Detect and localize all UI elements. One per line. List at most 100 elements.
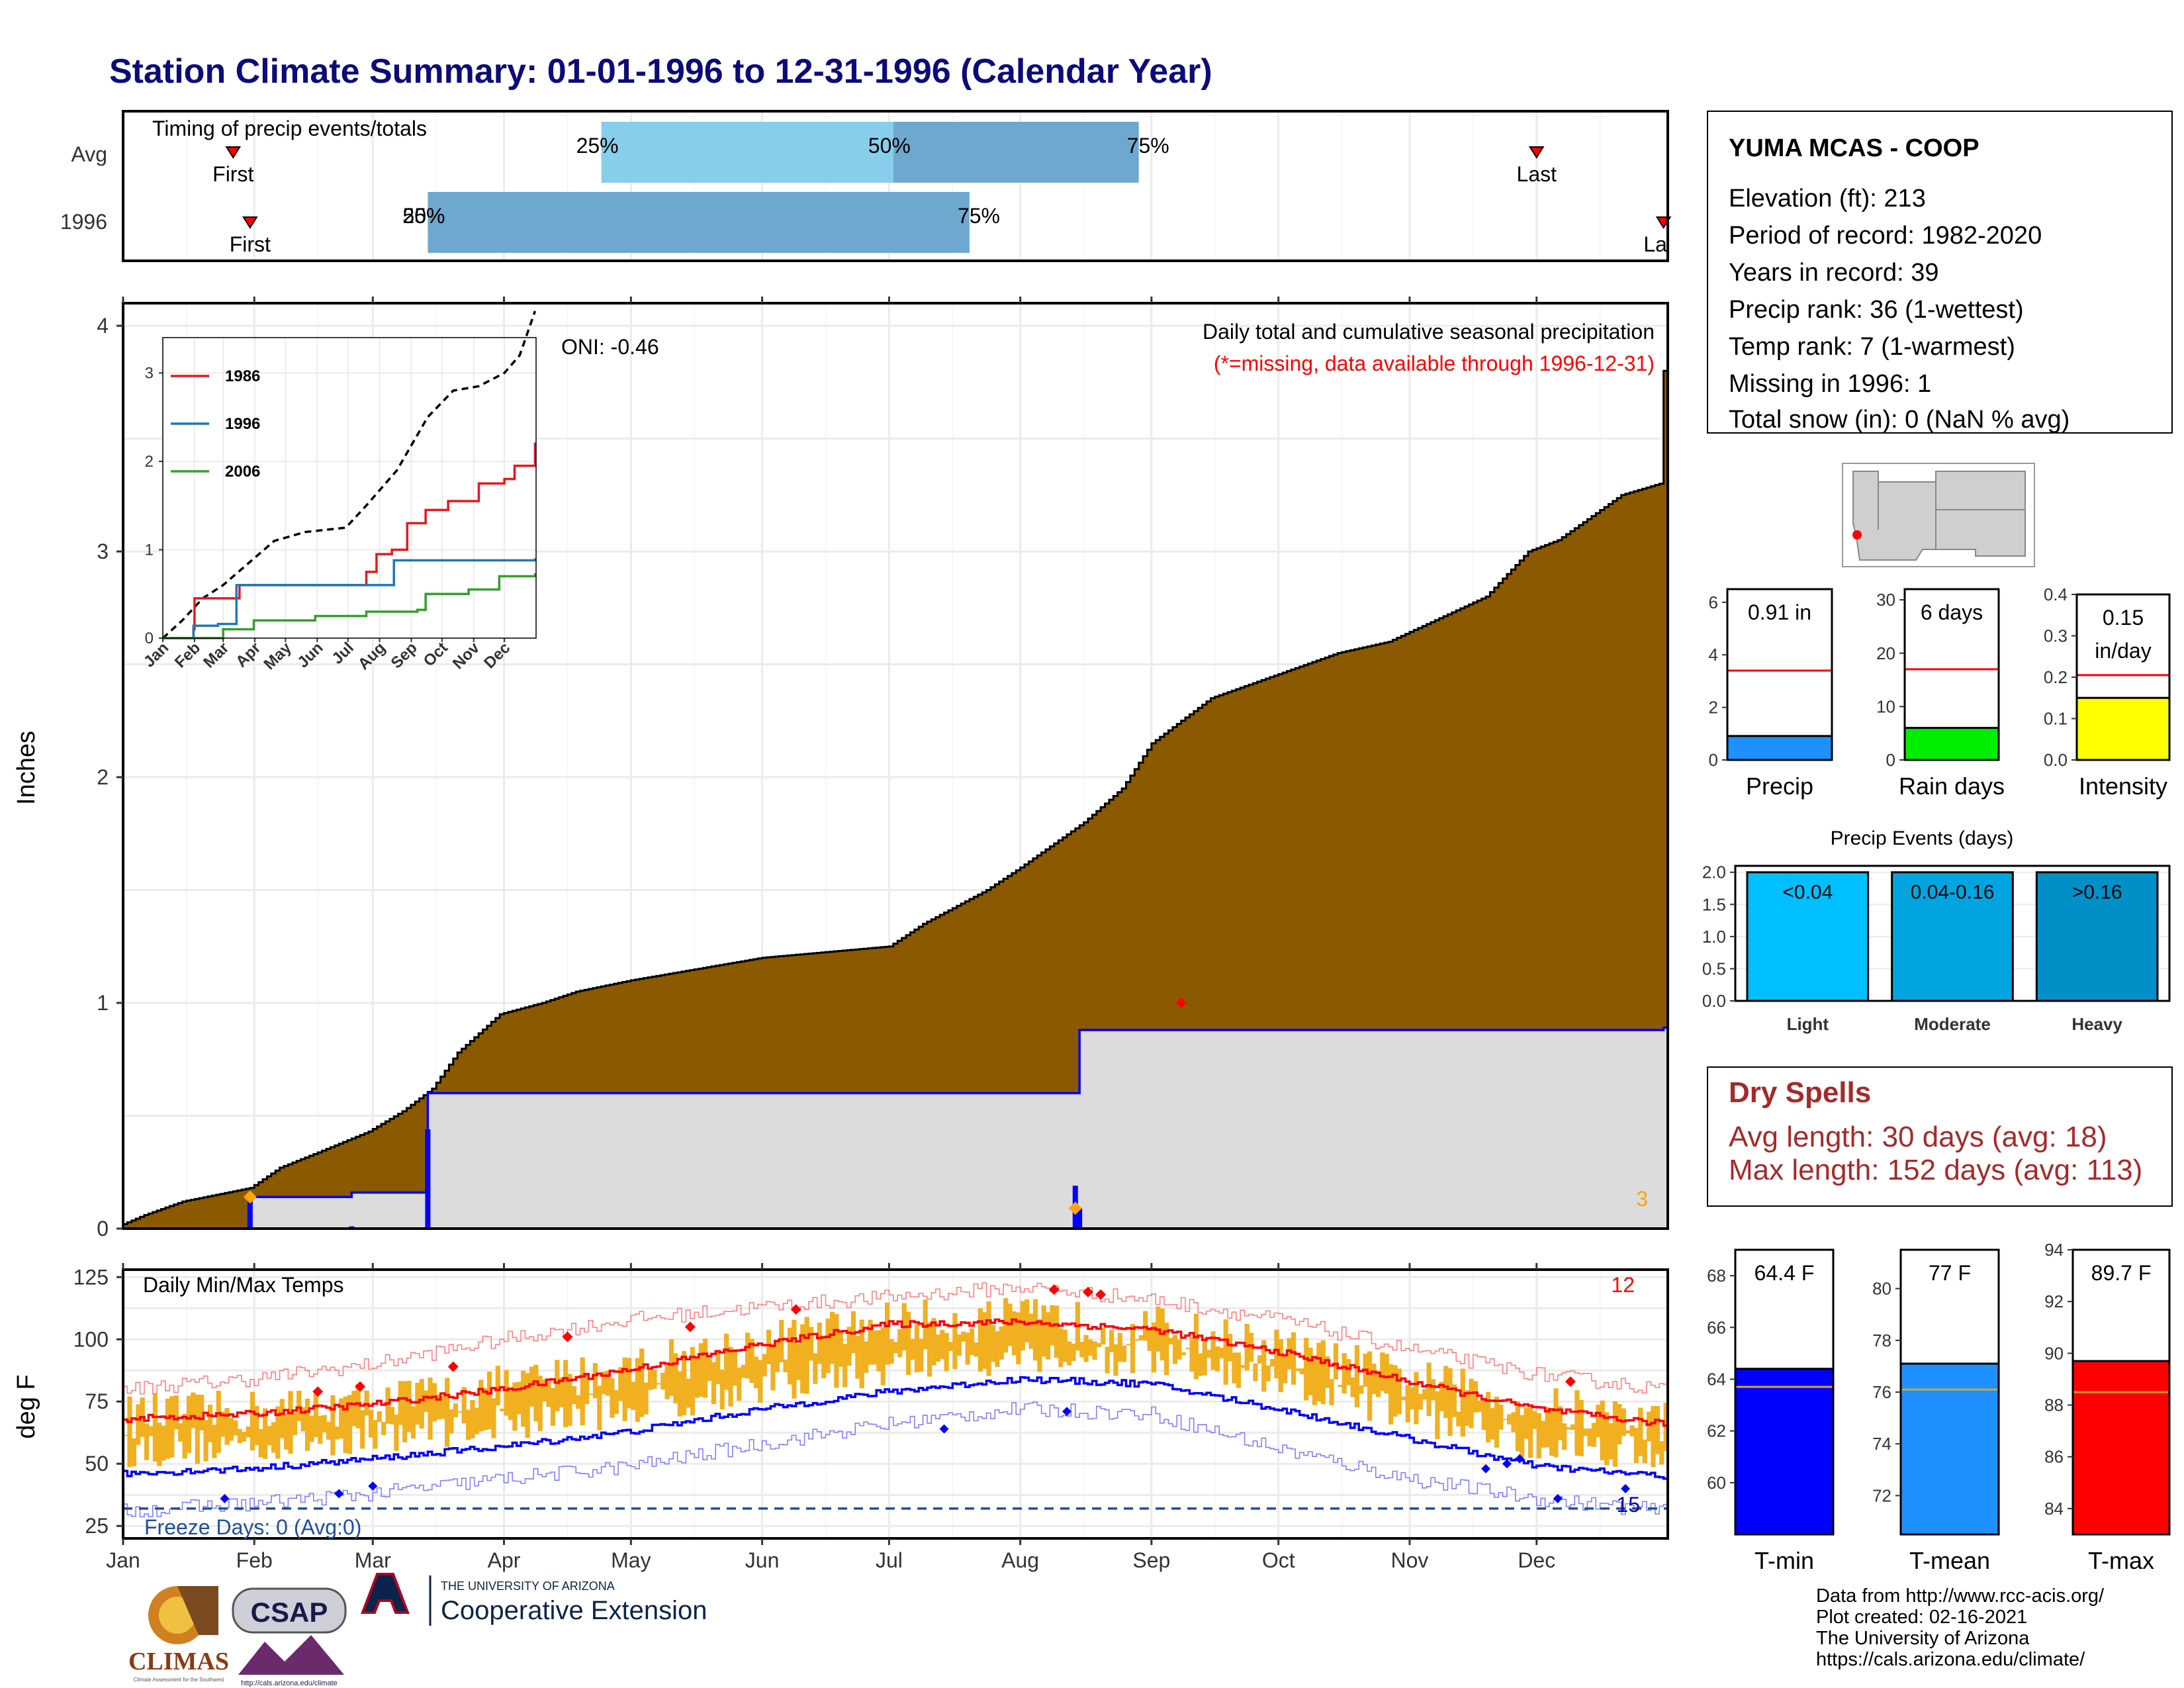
ua-logo-mark bbox=[361, 1573, 410, 1614]
daily-temp-bar bbox=[1375, 1370, 1381, 1397]
daily-temp-bar bbox=[622, 1357, 627, 1421]
timing-label-50: 50% bbox=[402, 204, 445, 228]
daily-precip-bar bbox=[425, 1129, 431, 1229]
daily-temp-bar bbox=[948, 1341, 954, 1351]
csap-logo: CSAP http://cals.arizona.edu/climate bbox=[232, 1587, 347, 1687]
precip-y-tick-label: 1 bbox=[97, 991, 109, 1015]
record-low-marker bbox=[1502, 1459, 1512, 1469]
daily-temp-bar bbox=[152, 1393, 158, 1462]
daily-temp-bar bbox=[1633, 1428, 1639, 1464]
normal-max-line bbox=[123, 1318, 1668, 1427]
daily-temp-bar bbox=[1655, 1406, 1661, 1454]
daily-temp-bar bbox=[1003, 1298, 1009, 1353]
daily-temp-bar bbox=[817, 1322, 822, 1364]
daily-temp-bar bbox=[381, 1421, 387, 1435]
daily-temp-bar bbox=[465, 1409, 471, 1440]
daily-temp-bar bbox=[923, 1299, 928, 1350]
temp-panel-title: Daily Min/Max Temps bbox=[143, 1273, 343, 1297]
climas-logo-subtext: Climate Assessment for the Southwest bbox=[134, 1677, 225, 1683]
daily-temp-bar bbox=[127, 1396, 132, 1468]
timing-bar-q2 bbox=[428, 192, 970, 253]
inset-y-tick-label: 1 bbox=[145, 541, 154, 559]
daily-temp-bar bbox=[1486, 1391, 1491, 1443]
daily-temp-bar bbox=[1287, 1338, 1292, 1370]
daily-temp-bar bbox=[965, 1333, 970, 1365]
daily-temp-bar bbox=[1087, 1339, 1093, 1356]
daily-temp-bar bbox=[173, 1395, 179, 1430]
footer-line-created: Plot created: 02-16-2021 bbox=[1816, 1607, 2027, 1628]
daily-temp-bar bbox=[792, 1319, 797, 1399]
daily-temp-bar bbox=[1054, 1305, 1059, 1358]
daily-temp-bar bbox=[800, 1324, 805, 1393]
precip-summary-bar-border bbox=[1903, 588, 2000, 761]
timing-label-50: 50% bbox=[868, 134, 911, 158]
daily-temp-bar bbox=[242, 1432, 247, 1442]
precip-summary-bar-y-tick-label: 30 bbox=[1876, 590, 1895, 610]
temp-summary-bar-y-tick-label: 78 bbox=[1872, 1331, 1891, 1350]
daily-temp-bar bbox=[1629, 1425, 1635, 1436]
daily-temp-bar bbox=[521, 1370, 526, 1427]
daily-temp-bar bbox=[212, 1425, 217, 1458]
daily-temp-bar bbox=[876, 1330, 882, 1372]
daily-temp-bar bbox=[1562, 1423, 1567, 1450]
temp-summary-bar-0: 60 62 64 66 68 64.4 F T-min bbox=[1707, 1248, 1835, 1574]
daily-temp-bar bbox=[707, 1356, 712, 1382]
daily-temp-bar bbox=[1083, 1335, 1089, 1362]
daily-temp-bar bbox=[1325, 1356, 1330, 1388]
record-high-marker bbox=[1565, 1376, 1576, 1387]
month-tick-label: Apr bbox=[488, 1548, 521, 1572]
daily-temp-bar bbox=[563, 1360, 569, 1427]
daily-temp-bar bbox=[263, 1408, 268, 1459]
daily-temp-bar bbox=[719, 1369, 725, 1410]
daily-temp-bar bbox=[1642, 1439, 1647, 1464]
daily-temp-bar bbox=[639, 1348, 645, 1417]
daily-temp-bar bbox=[360, 1410, 365, 1449]
locator-map bbox=[1842, 463, 2035, 567]
daily-temp-bar bbox=[762, 1354, 767, 1377]
record-max-line bbox=[123, 1282, 1668, 1395]
daily-temp-bar bbox=[1659, 1441, 1664, 1465]
daily-temp-bar bbox=[216, 1391, 221, 1453]
ua-logo: THE UNIVERSITY OF ARIZONA Cooperative Ex… bbox=[361, 1573, 707, 1626]
daily-temp-bar bbox=[1430, 1379, 1436, 1401]
timing-title: Timing of precip events/totals bbox=[152, 117, 427, 140]
daily-temp-bar bbox=[1481, 1400, 1486, 1430]
precip-events-chart: Precip Events (days) <0.04 Light 0.04-0.16… bbox=[1702, 827, 2171, 1034]
daily-temp-bar bbox=[373, 1420, 378, 1449]
daily-temp-bar bbox=[136, 1404, 141, 1445]
precip-y-tick-label: 2 bbox=[97, 765, 109, 789]
daily-temp-bar bbox=[1109, 1329, 1115, 1352]
station-name: YUMA MCAS - COOP bbox=[1729, 134, 1979, 162]
daily-temp-bar bbox=[686, 1378, 691, 1408]
daily-temp-bar bbox=[1392, 1365, 1398, 1417]
daily-temp-bar bbox=[927, 1322, 933, 1377]
daily-temp-bar bbox=[1219, 1348, 1224, 1358]
temp-y-tick-label: 25 bbox=[85, 1514, 109, 1538]
daily-temp-bar bbox=[1524, 1407, 1529, 1439]
daily-temp-bar bbox=[1024, 1299, 1030, 1342]
daily-temp-bar bbox=[1214, 1346, 1220, 1372]
daily-temp-bar bbox=[1283, 1354, 1288, 1383]
daily-temp-bar bbox=[1617, 1403, 1622, 1445]
daily-temp-bar bbox=[432, 1383, 437, 1422]
daily-temp-bar bbox=[351, 1391, 357, 1427]
precip-summary-bar-y-tick-label: 0.3 bbox=[2044, 626, 2068, 646]
record-high-marker bbox=[790, 1304, 801, 1315]
timing-last-marker bbox=[1528, 146, 1545, 159]
daily-temp-bar bbox=[618, 1367, 623, 1401]
daily-temp-bar bbox=[131, 1438, 136, 1467]
daily-temp-bar bbox=[682, 1350, 687, 1415]
daily-temp-bar bbox=[893, 1342, 898, 1354]
daily-temp-bar bbox=[1354, 1345, 1359, 1408]
daily-temp-bar bbox=[783, 1359, 788, 1373]
daily-temp-bar bbox=[711, 1362, 717, 1405]
precip-plot bbox=[122, 369, 1669, 1230]
daily-temp-bar bbox=[597, 1385, 602, 1430]
daily-temp-bar bbox=[732, 1348, 738, 1386]
daily-temp-bar bbox=[834, 1314, 839, 1388]
daily-temp-bar bbox=[258, 1429, 263, 1458]
daily-temp-bar bbox=[1342, 1353, 1347, 1394]
temp-summary-bar-y-tick-label: 92 bbox=[2044, 1291, 2064, 1311]
precip-summary-bar-value-label: 6 days bbox=[1921, 600, 1983, 624]
